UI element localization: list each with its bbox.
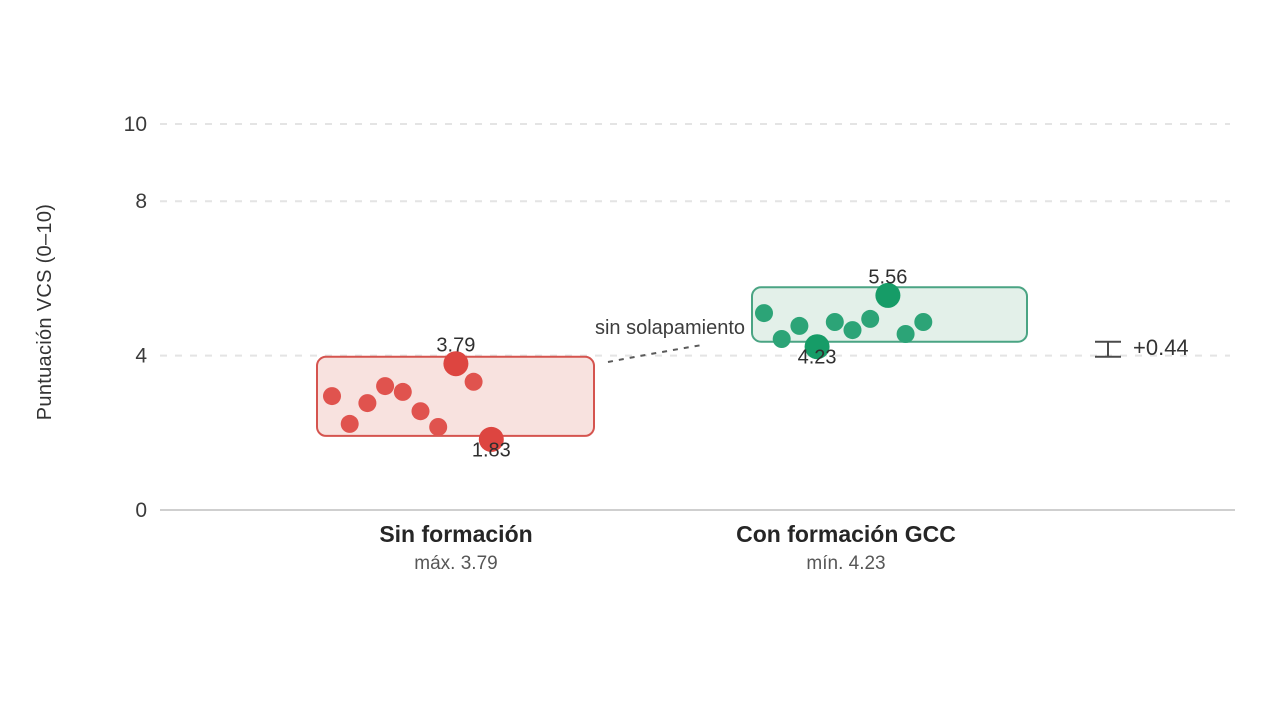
data-point-con-formacion [825,313,844,331]
annotation-connector [607,344,703,363]
category-label-con-formacion: Con formación GCC [736,521,956,547]
data-point-sin-formacion [429,418,448,436]
data-point-highlight-con-formacion [804,334,830,360]
point-value-label: 4.23 [798,347,837,369]
category-label-sin-formacion: Sin formación [379,521,532,547]
point-value-label: 1.83 [472,439,511,461]
data-point-con-formacion [914,313,933,331]
data-point-sin-formacion [358,394,377,413]
gap-value-label: +0.44 [1133,335,1189,360]
annotation-connector-line [607,344,703,363]
category-sublabel-con-formacion: mín. 4.23 [806,553,885,574]
data-point-con-formacion [790,316,809,335]
data-point-sin-formacion [340,414,359,433]
y-tick-label: 0 [135,499,147,522]
text-labels: 0 4 8 10 3.79 1.83 Sin formación máx. 3.79 4.23 5… [124,113,956,574]
gridlines [160,123,1230,357]
y-axis-title: Puntuación VCS (0–10) [34,204,56,420]
point-value-label: 5.56 [868,266,907,288]
data-point-con-formacion [755,304,773,323]
y-tick-label: 4 [135,345,147,368]
data-point-highlight-con-formacion [875,282,901,308]
y-tick-label: 10 [124,113,147,136]
data-point-con-formacion [861,309,880,328]
data-point-con-formacion [843,321,862,340]
y-tick-label: 8 [135,190,147,213]
data-point-highlight-sin-formacion [478,426,504,452]
category-sublabel-sin-formacion: máx. 3.79 [414,553,497,574]
gap-indicator [1095,340,1121,358]
data-point-sin-formacion [393,382,412,401]
data-point-con-formacion [896,325,915,343]
data-point-highlight-sin-formacion [443,351,469,377]
data-point-sin-formacion [464,372,483,391]
group-range-boxes [316,286,1028,437]
data-point-con-formacion [772,330,791,348]
data-point-sin-formacion [411,402,430,421]
data-point-sin-formacion [376,377,395,396]
data-point-sin-formacion [323,387,341,406]
data-points [323,282,933,452]
point-value-label: 3.79 [436,335,475,357]
annotation-no-overlap: sin solapamiento [595,317,745,339]
